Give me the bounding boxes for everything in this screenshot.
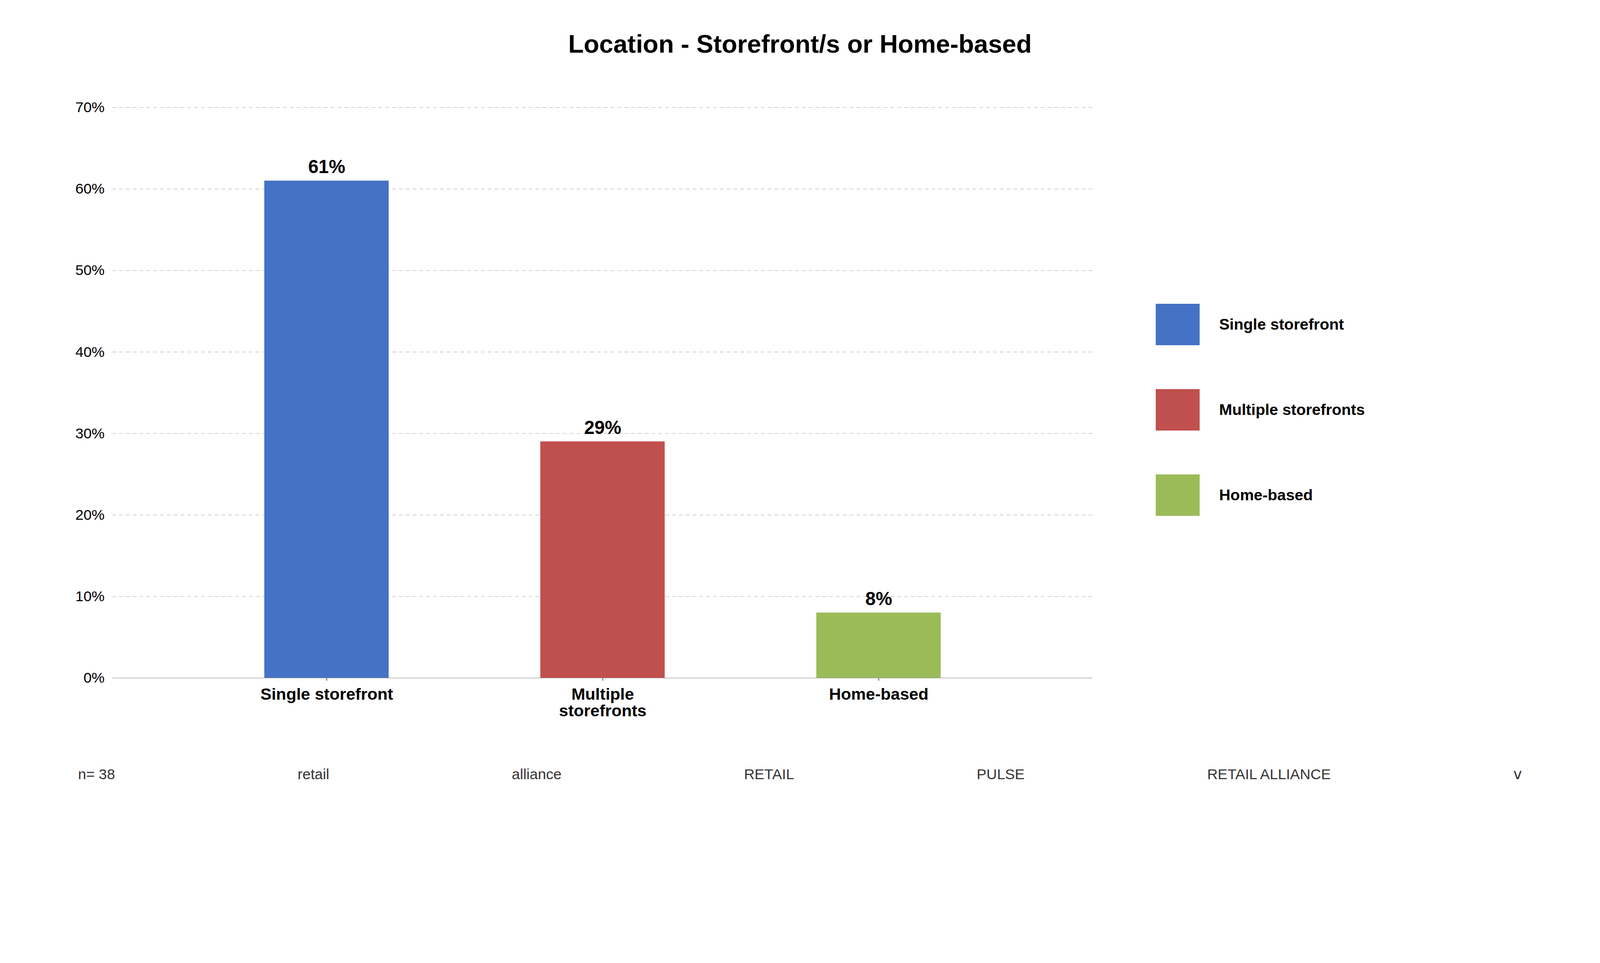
html-text:PULSE: PULSE xyxy=(976,765,1025,782)
svg-text:10%: 10% xyxy=(75,588,105,605)
svg-text:50%: 50% xyxy=(75,261,105,278)
html-text:alliance: alliance xyxy=(511,765,562,782)
svg-text:40%: 40% xyxy=(75,343,105,360)
svg-text:29%: 29% xyxy=(584,417,622,438)
html-text:ⅴ: ⅴ xyxy=(1513,766,1522,783)
svg-text:60%: 60% xyxy=(75,180,105,197)
svg-text:Multiplestorefronts: Multiplestorefronts xyxy=(558,684,647,720)
html-text:Multiple storefronts: Multiple storefronts xyxy=(1219,400,1365,419)
svg-text:70%: 70% xyxy=(75,98,105,116)
html-text:n= 38: n= 38 xyxy=(78,765,116,782)
svg-text:61%: 61% xyxy=(308,156,346,178)
svg-text:8%: 8% xyxy=(865,588,893,610)
html-text:Single storefront: Single storefront xyxy=(1219,315,1344,333)
html-text:Location - Storefront/s or Hom: Location - Storefront/s or Home-based xyxy=(568,29,1032,59)
svg-text:20%: 20% xyxy=(75,506,105,523)
html-text:RETAIL ALLIANCE: RETAIL ALLIANCE xyxy=(1207,765,1331,782)
html-text:retail: retail xyxy=(297,765,330,782)
svg-text:Home-based: Home-based xyxy=(829,684,929,704)
svg-text:30%: 30% xyxy=(75,425,105,442)
html-text:RETAIL: RETAIL xyxy=(743,765,795,782)
svg-text:0%: 0% xyxy=(83,669,105,686)
html-text:Home-based: Home-based xyxy=(1219,485,1313,504)
svg-text:Single storefront: Single storefront xyxy=(260,684,394,704)
